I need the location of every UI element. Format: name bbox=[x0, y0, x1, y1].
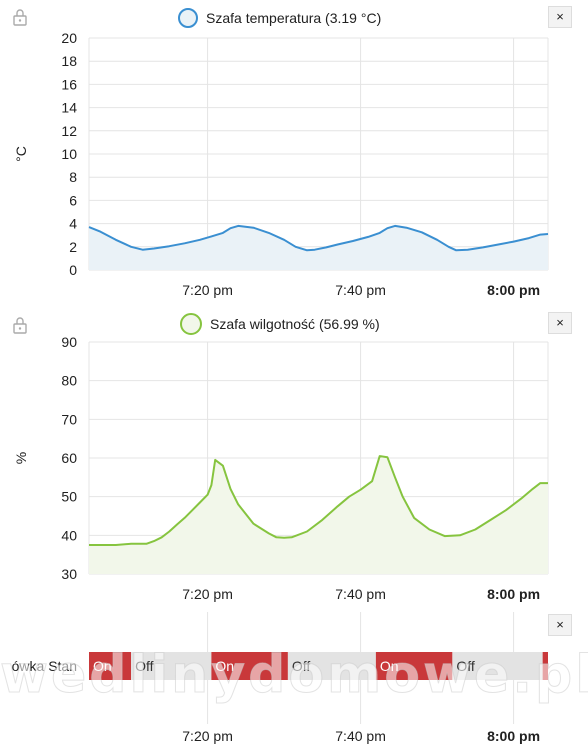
y-tick-label: 4 bbox=[69, 216, 77, 232]
humidity-legend-label: Szafa wilgotność (56.99 %) bbox=[210, 316, 380, 332]
y-tick-label: 12 bbox=[61, 123, 77, 139]
y-tick-label: 16 bbox=[61, 76, 77, 92]
temperature-panel: Szafa temperatura (3.19 °C) × 0 2 4 6 8 10 12 1… bbox=[0, 0, 588, 300]
state-segment[interactable] bbox=[131, 652, 212, 680]
state-segment-label: Off bbox=[292, 658, 311, 674]
temperature-legend[interactable]: Szafa temperatura (3.19 °C) bbox=[178, 8, 381, 28]
y-tick-label: 70 bbox=[61, 411, 77, 427]
y-tick-label: 8 bbox=[69, 169, 77, 185]
y-tick-label: 2 bbox=[69, 239, 77, 255]
x-tick-label: 8:00 pm bbox=[487, 728, 540, 744]
humidity-chart: 30 40 50 60 70 80 90% 7:20 pm 7:40 pm 8:00 pm bbox=[13, 334, 549, 602]
x-tick-label: 7:40 pm bbox=[335, 728, 386, 744]
state-segment-label: On bbox=[215, 658, 234, 674]
series-area bbox=[89, 456, 548, 574]
state-segment[interactable] bbox=[452, 652, 543, 680]
y-tick-label: 6 bbox=[69, 192, 77, 208]
series-line bbox=[89, 455, 548, 546]
state-segment[interactable] bbox=[542, 652, 548, 680]
state-segment-label: On bbox=[93, 658, 112, 674]
y-tick-label: 18 bbox=[61, 53, 77, 69]
humidity-legend[interactable]: Szafa wilgotność (56.99 %) bbox=[180, 313, 380, 335]
close-humidity-button[interactable]: × bbox=[548, 312, 572, 334]
state-segment[interactable] bbox=[375, 652, 453, 680]
y-tick-label: 30 bbox=[61, 566, 77, 582]
state-panel: × 7:20 pm 7:40 pm 8:00 pm ówka Stan On Off On O… bbox=[0, 612, 588, 750]
state-segment[interactable] bbox=[89, 652, 132, 680]
x-tick-label: 7:40 pm bbox=[335, 282, 386, 298]
close-temperature-button[interactable]: × bbox=[548, 6, 572, 28]
y-tick-label: 50 bbox=[61, 489, 77, 505]
x-tick-label: 8:00 pm bbox=[487, 282, 540, 298]
y-tick-label: 0 bbox=[69, 262, 77, 278]
x-tick-label: 7:40 pm bbox=[335, 586, 386, 602]
temperature-chart: 0 2 4 6 8 10 12 14 16 18 20 °C 7:20 pm 7:40 pm 8:00 pm bbox=[13, 30, 549, 298]
humidity-panel: Szafa wilgotność (56.99 %) × 30 40 50 60 70 8… bbox=[0, 308, 588, 608]
close-state-button[interactable]: × bbox=[548, 614, 572, 636]
state-segment[interactable] bbox=[211, 652, 288, 680]
temperature-legend-label: Szafa temperatura (3.19 °C) bbox=[206, 10, 382, 26]
y-tick-label: 20 bbox=[61, 30, 77, 46]
lock-icon[interactable] bbox=[12, 8, 28, 26]
y-tick-label: 14 bbox=[61, 100, 77, 116]
y-axis-label: °C bbox=[13, 146, 29, 162]
x-tick-label: 7:20 pm bbox=[182, 586, 233, 602]
x-tick-label: 7:20 pm bbox=[182, 728, 233, 744]
state-segment-label: Off bbox=[135, 658, 154, 674]
legend-circle-icon bbox=[178, 8, 198, 28]
state-segment-label: Off bbox=[456, 658, 475, 674]
x-tick-label: 8:00 pm bbox=[487, 586, 540, 602]
state-row-label: ówka Stan bbox=[12, 658, 77, 674]
state-segment[interactable] bbox=[287, 652, 376, 680]
y-tick-label: 90 bbox=[61, 334, 77, 350]
y-axis-label: % bbox=[13, 452, 29, 464]
state-timeline: 7:20 pm 7:40 pm 8:00 pm ówka Stan On Off On Off… bbox=[12, 612, 548, 744]
series-line bbox=[88, 224, 549, 252]
legend-circle-icon bbox=[180, 313, 202, 335]
y-tick-label: 80 bbox=[61, 373, 77, 389]
lock-icon[interactable] bbox=[12, 316, 28, 334]
y-tick-label: 10 bbox=[61, 146, 77, 162]
y-tick-label: 60 bbox=[61, 450, 77, 466]
state-segment-label: On bbox=[380, 658, 399, 674]
series-area bbox=[89, 225, 548, 270]
y-tick-label: 40 bbox=[61, 527, 77, 543]
x-tick-label: 7:20 pm bbox=[182, 282, 233, 298]
